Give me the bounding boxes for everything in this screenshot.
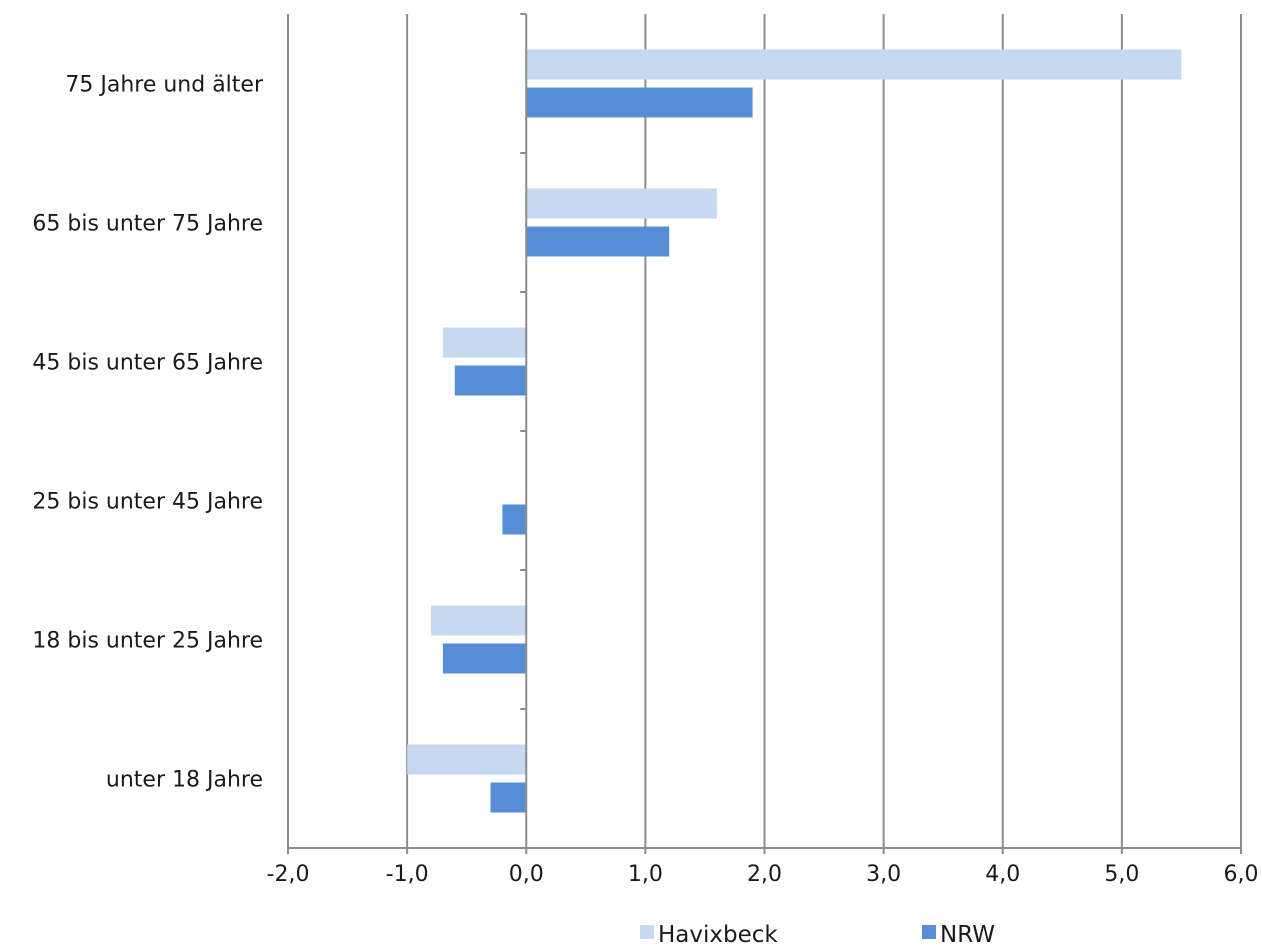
legend-label: NRW [940,922,995,946]
x-tick-label: 4,0 [985,862,1020,887]
bar-nrw [490,782,527,813]
gridlines [287,14,1242,854]
legend-swatch-havixbeck [640,925,654,939]
x-tick-label: 3,0 [866,862,901,887]
x-tick-label: 2,0 [747,862,782,887]
category-label: 18 bis unter 25 Jahre [32,629,263,654]
bars [407,49,1182,813]
x-tick-label: 1,0 [628,862,663,887]
bar-nrw [442,643,527,674]
bar-havixbeck [407,744,527,775]
x-tick-label: 5,0 [1104,862,1139,887]
bar-nrw [526,226,670,257]
x-tick-label: -1,0 [386,862,429,887]
legend-swatch-nrw [922,925,936,939]
x-tick-label: -2,0 [267,862,310,887]
bar-havixbeck [526,49,1182,80]
bar-nrw [502,504,527,535]
bar-nrw [454,365,527,396]
x-tick-labels: -2,0 -1,0 0,0 1,0 2,0 3,0 4,0 5,0 6,0 [267,862,1259,887]
bar-havixbeck [442,327,527,358]
category-label: 65 bis unter 75 Jahre [32,212,263,237]
x-tick-label: 0,0 [509,862,544,887]
bar-havixbeck [430,605,527,636]
category-label: 45 bis unter 65 Jahre [32,351,263,376]
axes [288,13,1241,854]
legend-label: Havixbeck [658,922,778,946]
category-label: 75 Jahre und älter [65,73,264,98]
x-tick-label: 6,0 [1224,862,1259,887]
bar-havixbeck [526,188,717,219]
category-label: unter 18 Jahre [106,768,263,793]
legend: Havixbeck NRW [640,922,995,946]
category-labels: unter 18 Jahre 18 bis unter 25 Jahre 25 bi… [32,73,264,793]
category-label: 25 bis unter 45 Jahre [32,490,263,515]
bar-nrw [526,87,753,118]
